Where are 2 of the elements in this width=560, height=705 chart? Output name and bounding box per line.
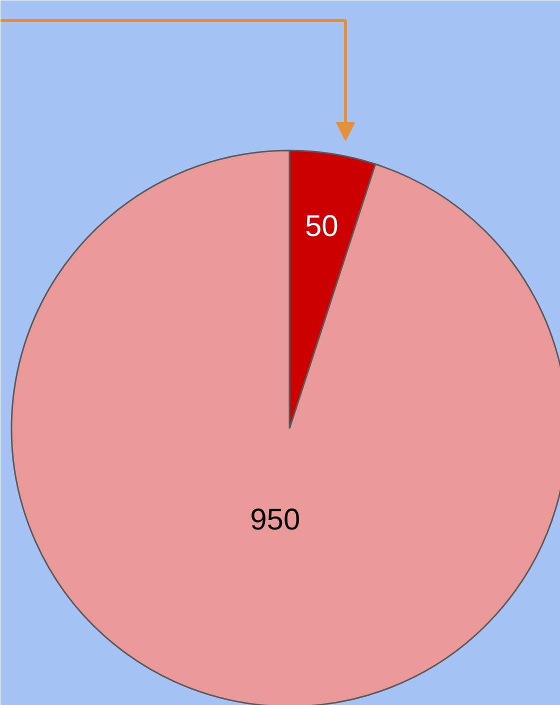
- data-label: 50: [304, 210, 338, 243]
- data-label: 950: [250, 504, 300, 537]
